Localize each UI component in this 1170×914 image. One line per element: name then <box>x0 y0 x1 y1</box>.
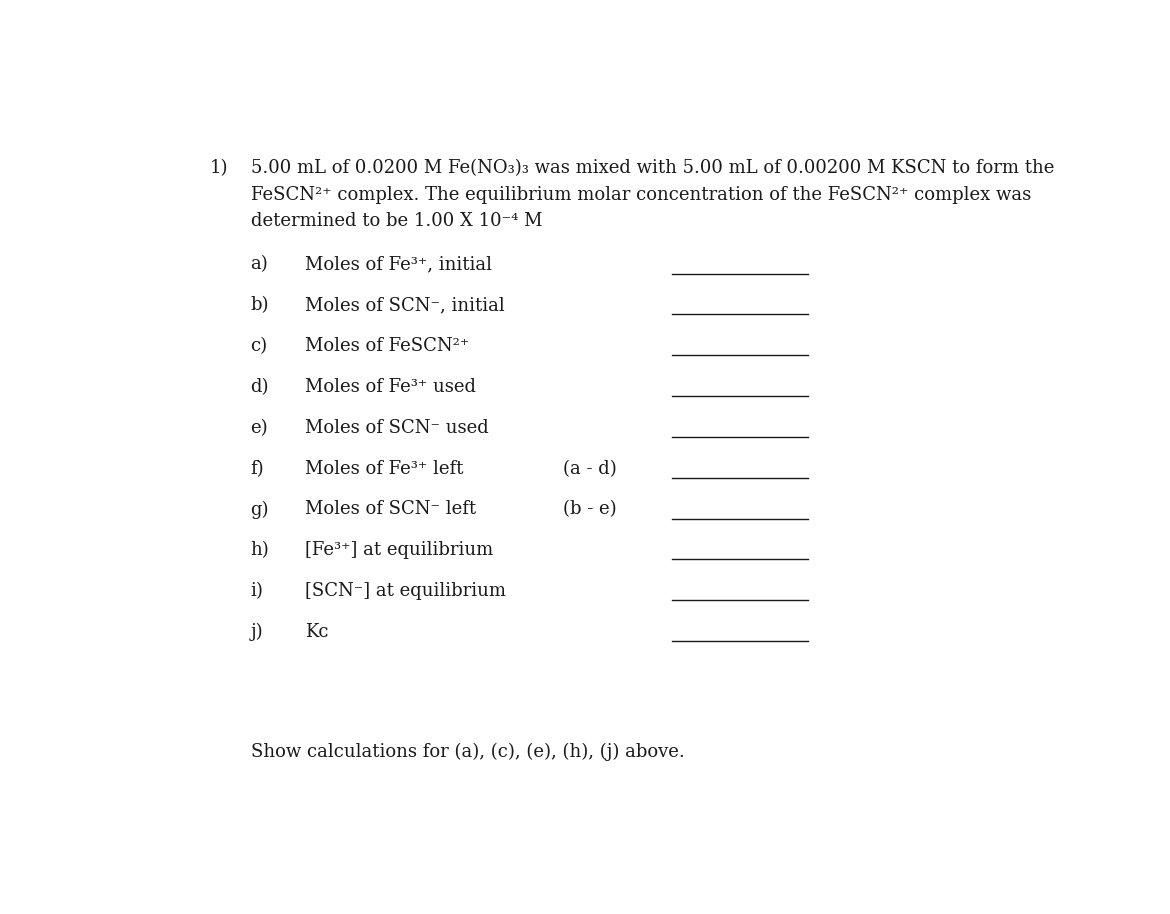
Text: b): b) <box>250 296 269 314</box>
Text: i): i) <box>250 582 263 600</box>
Text: j): j) <box>250 622 263 641</box>
Text: FeSCN²⁺ complex. The equilibrium molar concentration of the FeSCN²⁺ complex was: FeSCN²⁺ complex. The equilibrium molar c… <box>250 186 1031 204</box>
Text: f): f) <box>250 460 264 478</box>
Text: e): e) <box>250 419 268 437</box>
Text: Show calculations for (a), (c), (e), (h), (j) above.: Show calculations for (a), (c), (e), (h)… <box>250 743 684 761</box>
Text: a): a) <box>250 256 268 273</box>
Text: Moles of Fe³⁺ left: Moles of Fe³⁺ left <box>305 460 463 478</box>
Text: determined to be 1.00 X 10⁻⁴ M: determined to be 1.00 X 10⁻⁴ M <box>250 212 542 230</box>
Text: 1): 1) <box>209 159 228 177</box>
Text: h): h) <box>250 541 269 559</box>
Text: (b - e): (b - e) <box>564 501 617 518</box>
Text: Moles of SCN⁻ left: Moles of SCN⁻ left <box>305 501 476 518</box>
Text: 5.00 mL of 0.0200 M Fe(NO₃)₃ was mixed with 5.00 mL of 0.00200 M KSCN to form th: 5.00 mL of 0.0200 M Fe(NO₃)₃ was mixed w… <box>250 159 1054 177</box>
Text: g): g) <box>250 500 269 518</box>
Text: c): c) <box>250 337 268 356</box>
Text: Kᴄ: Kᴄ <box>305 622 329 641</box>
Text: Moles of SCN⁻ used: Moles of SCN⁻ used <box>305 419 489 437</box>
Text: [SCN⁻] at equilibrium: [SCN⁻] at equilibrium <box>305 582 505 600</box>
Text: (a - d): (a - d) <box>564 460 617 478</box>
Text: [Fe³⁺] at equilibrium: [Fe³⁺] at equilibrium <box>305 541 494 559</box>
Text: Moles of FeSCN²⁺: Moles of FeSCN²⁺ <box>305 337 469 356</box>
Text: Moles of Fe³⁺ used: Moles of Fe³⁺ used <box>305 378 476 396</box>
Text: Moles of Fe³⁺, initial: Moles of Fe³⁺, initial <box>305 256 491 273</box>
Text: d): d) <box>250 378 269 396</box>
Text: Moles of SCN⁻, initial: Moles of SCN⁻, initial <box>305 296 504 314</box>
